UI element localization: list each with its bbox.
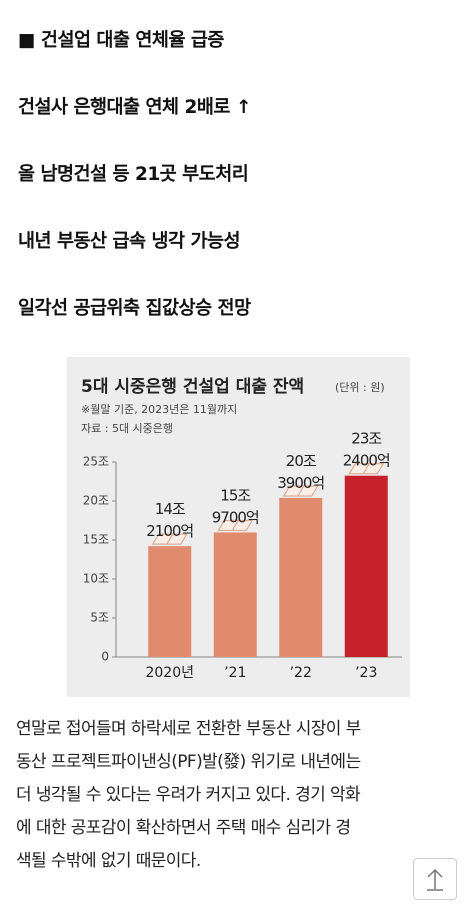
value-label-line: 9700억 bbox=[212, 508, 259, 526]
value-label-line: 14조 bbox=[155, 500, 186, 518]
y-tick-label: 20조 bbox=[83, 494, 109, 508]
x-tick-label: ’23 bbox=[355, 665, 377, 681]
headline: 올 남명건설 등 21곳 부도처리 bbox=[18, 164, 249, 185]
value-label: 20조 3900억 bbox=[277, 451, 324, 491]
value-label: 15조 9700억 bbox=[212, 486, 259, 526]
value-label-line: 2400억 bbox=[343, 451, 390, 469]
scroll-top-button[interactable] bbox=[413, 858, 457, 900]
body-line: 동산 프로젝트파이낸싱(PF)발(發) 위기로 내년에는 bbox=[16, 752, 361, 772]
headline: 건설사 은행대출 연체 2배로 ↑ bbox=[18, 97, 251, 118]
body-line: 에 대한 공포감이 확산하면서 주택 매수 심리가 경 bbox=[16, 818, 351, 838]
chart-source: 자료 : 5대 시중은행 bbox=[81, 422, 173, 435]
bar bbox=[279, 497, 323, 657]
y-tick-label: 15조 bbox=[83, 533, 109, 547]
headline: 일각선 공급위축 집값상승 전망 bbox=[18, 298, 251, 319]
money-icon bbox=[348, 463, 385, 475]
chart-title: 5대 시중은행 건설업 대출 잔액 bbox=[81, 377, 304, 397]
body-line: 연말로 접어들며 하락세로 전환한 부동산 시장이 부 bbox=[16, 719, 361, 739]
headline: 내년 부동산 급속 냉각 가능성 bbox=[18, 231, 241, 252]
headline: ■ 건설업 대출 연체율 급증 bbox=[18, 30, 224, 51]
value-label-line: 2100억 bbox=[146, 522, 193, 540]
chart-note: ※월말 기준, 2023년은 11월까지 bbox=[81, 403, 237, 416]
chart: 5대 시중은행 건설업 대출 잔액 (단위 : 원) ※월말 기준, 2023년… bbox=[81, 377, 402, 681]
value-label: 14조 2100억 bbox=[146, 500, 193, 540]
body-line: 색될 수밖에 없기 때문이다. bbox=[16, 851, 201, 871]
x-tick-label: ’21 bbox=[224, 665, 246, 681]
y-tick-label: 0 bbox=[101, 650, 109, 664]
y-tick-label: 10조 bbox=[83, 572, 109, 586]
money-icon bbox=[282, 485, 319, 497]
value-label-line: 23조 bbox=[351, 429, 382, 447]
bar bbox=[344, 475, 388, 657]
chart-image: 5대 시중은행 건설업 대출 잔액 (단위 : 원) ※월말 기준, 2023년… bbox=[67, 357, 410, 697]
value-label-line: 3900억 bbox=[277, 473, 324, 491]
value-label-line: 20조 bbox=[286, 451, 317, 469]
x-tick-label: 2020년 bbox=[145, 665, 194, 681]
y-tick-label: 5조 bbox=[90, 611, 109, 625]
x-tick-label: ’22 bbox=[290, 665, 312, 681]
value-label: 23조 2400억 bbox=[343, 429, 390, 469]
value-label-line: 15조 bbox=[220, 486, 251, 504]
body-line: 더 냉각될 수 있다는 우려가 커지고 있다. 경기 악화 bbox=[16, 785, 361, 805]
y-tick-label: 25조 bbox=[83, 455, 109, 469]
money-icon bbox=[217, 519, 254, 531]
money-icon bbox=[151, 533, 188, 545]
chart-unit: (단위 : 원) bbox=[335, 381, 385, 394]
bar bbox=[148, 546, 192, 657]
bar bbox=[213, 532, 257, 657]
arrow-up-icon bbox=[427, 868, 443, 891]
